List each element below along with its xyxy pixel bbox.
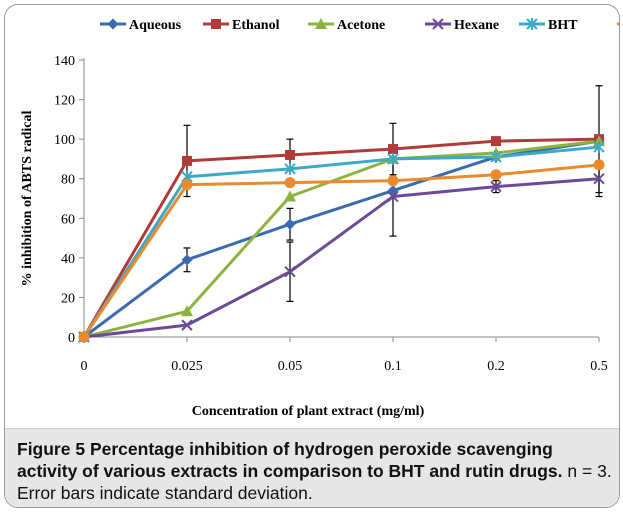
data-point-aqueous bbox=[285, 219, 296, 230]
y-tick-label: 40 bbox=[61, 252, 75, 267]
legend-label-aqueous: Aqueous bbox=[129, 18, 182, 33]
data-point-ethanol bbox=[388, 144, 398, 154]
caption-title: Percentage inhibition of hydrogen peroxi… bbox=[17, 439, 563, 481]
y-tick-label: 80 bbox=[61, 173, 75, 188]
chart-legend: AqueousEthanolAcetoneHexaneBHTRutin bbox=[100, 18, 619, 33]
x-tick-label: 0 bbox=[81, 359, 88, 374]
x-tick-label: 0.025 bbox=[171, 359, 203, 374]
y-tick-label: 120 bbox=[54, 94, 75, 109]
y-axis-title: % inhibition of ABTS radical bbox=[20, 110, 35, 286]
legend-marker-aqueous bbox=[108, 19, 119, 30]
data-point-rutin bbox=[285, 177, 296, 188]
legend-label-hexane: Hexane bbox=[454, 18, 499, 33]
legend-marker-ethanol bbox=[211, 19, 221, 29]
data-point-rutin bbox=[491, 169, 502, 180]
figure-frame: AqueousEthanolAcetoneHexaneBHTRutin 0204… bbox=[4, 4, 620, 508]
y-tick-label: 0 bbox=[68, 331, 75, 346]
data-point-rutin bbox=[182, 179, 193, 190]
data-point-rutin bbox=[79, 332, 90, 343]
figure-caption: Figure 5 Percentage inhibition of hydrog… bbox=[17, 438, 613, 504]
y-tick-label: 100 bbox=[54, 133, 75, 148]
legend-label-bht: BHT bbox=[548, 18, 578, 33]
legend-label-acetone: Acetone bbox=[337, 18, 385, 33]
x-axis-title: Concentration of plant extract (mg/ml) bbox=[192, 404, 425, 419]
x-tick-label: 0.5 bbox=[590, 359, 608, 374]
y-tick-label: 60 bbox=[61, 212, 75, 227]
series-markers bbox=[78, 134, 605, 343]
caption-box: Figure 5 Percentage inhibition of hydrog… bbox=[5, 428, 619, 508]
series-line-bht bbox=[84, 147, 599, 337]
series-lines bbox=[84, 139, 599, 337]
x-tick-label: 0.05 bbox=[278, 359, 303, 374]
x-tick-label: 0.2 bbox=[487, 359, 505, 374]
y-tick-label: 140 bbox=[54, 54, 75, 69]
series-line-acetone bbox=[84, 141, 599, 337]
series-line-ethanol bbox=[84, 139, 599, 337]
data-point-ethanol bbox=[182, 156, 192, 166]
data-point-rutin bbox=[388, 175, 399, 186]
data-point-aqueous bbox=[388, 185, 399, 196]
data-point-ethanol bbox=[285, 150, 295, 160]
y-tick-label: 20 bbox=[61, 291, 75, 306]
line-chart: AqueousEthanolAcetoneHexaneBHTRutin 0204… bbox=[5, 5, 619, 428]
data-point-rutin bbox=[594, 159, 605, 170]
series-line-rutin bbox=[84, 165, 599, 337]
legend-label-ethanol: Ethanol bbox=[232, 18, 280, 33]
series-line-aqueous bbox=[84, 141, 599, 337]
data-point-ethanol bbox=[491, 136, 501, 146]
x-tick-label: 0.1 bbox=[384, 359, 402, 374]
caption-label: Figure 5 bbox=[17, 439, 85, 459]
chart-axes: 0 20 40 60 80 100 120 140 0 0.025 0.05 0.1 0.2 0.5 Con… bbox=[20, 54, 608, 419]
